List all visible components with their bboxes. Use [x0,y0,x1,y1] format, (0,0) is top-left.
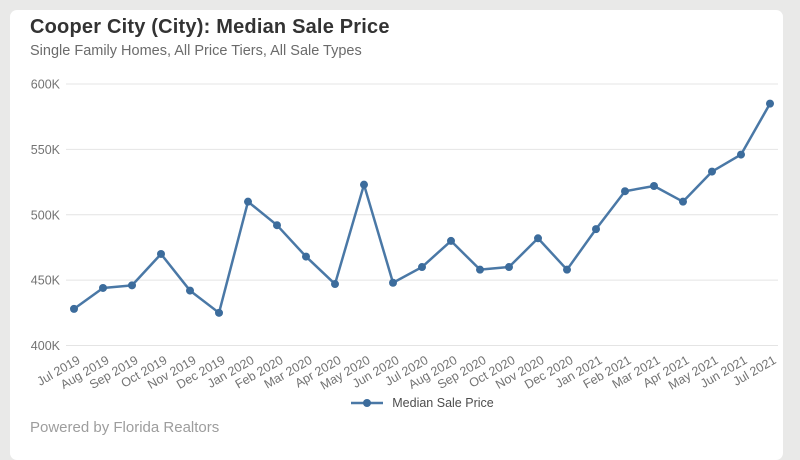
data-point[interactable] [447,236,455,245]
data-point[interactable] [70,304,78,313]
powered-by-text: Powered by Florida Realtors [30,419,220,436]
chart-legend: Median Sale Price [66,396,778,410]
data-point[interactable] [215,308,223,317]
data-point[interactable] [244,197,252,206]
data-point[interactable] [418,263,426,272]
data-point[interactable] [476,265,484,274]
data-point[interactable] [592,225,600,234]
data-point[interactable] [273,221,281,230]
data-point[interactable] [157,249,165,258]
data-point[interactable] [302,252,310,261]
data-point[interactable] [534,234,542,243]
data-point[interactable] [737,150,745,159]
data-point[interactable] [128,281,136,290]
y-axis-tick-label: 550K [31,143,61,157]
data-point[interactable] [708,167,716,176]
data-point[interactable] [621,187,629,196]
chart-card [10,10,783,460]
data-point[interactable] [99,283,107,292]
series-line [72,102,772,315]
data-point[interactable] [360,180,368,189]
data-point[interactable] [505,263,513,272]
data-point[interactable] [389,278,397,287]
data-point[interactable] [563,265,571,274]
data-point[interactable] [679,197,687,206]
data-point[interactable] [650,181,658,190]
legend-label: Median Sale Price [392,396,494,410]
chart-title: Cooper City (City): Median Sale Price [30,16,390,38]
y-axis-tick-label: 450K [31,274,61,288]
data-point[interactable] [186,286,194,295]
legend-line-marker-icon [351,399,384,407]
data-point[interactable] [331,280,339,289]
y-axis-tick-label: 500K [31,208,61,222]
data-point[interactable] [766,99,774,108]
chart-subtitle: Single Family Homes, All Price Tiers, Al… [30,43,362,59]
y-axis-tick-label: 600K [31,78,61,92]
y-axis-tick-label: 400K [31,339,61,353]
legend-dot [363,399,372,407]
